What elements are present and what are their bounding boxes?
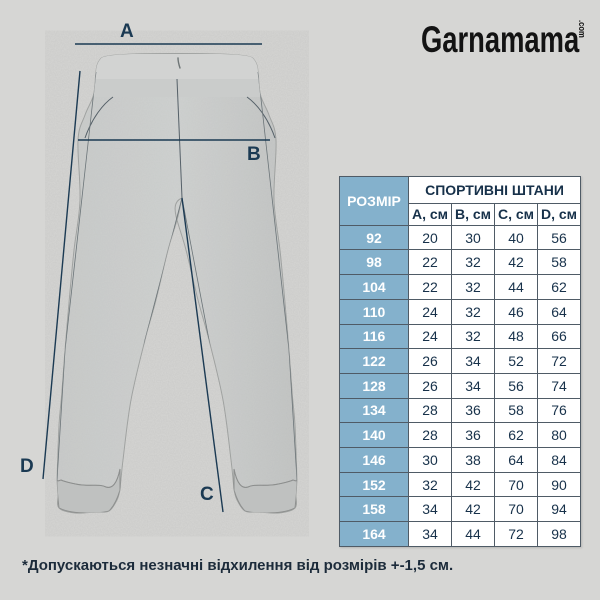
svg-text:D: D xyxy=(20,456,34,477)
svg-text:B: B xyxy=(247,144,261,165)
svg-text:A: A xyxy=(120,21,134,42)
svg-text:Garnamama: Garnamama xyxy=(421,19,580,60)
svg-text:C: C xyxy=(200,484,214,505)
svg-text:.com: .com xyxy=(577,20,588,38)
